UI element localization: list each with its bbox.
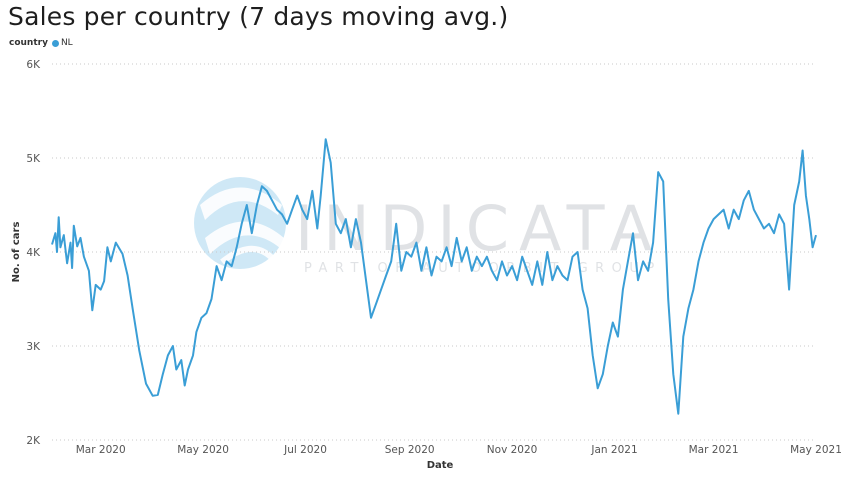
y-tick-label: 4K [26, 247, 41, 259]
chart-title: Sales per country (7 days moving avg.) [8, 2, 509, 31]
x-tick-label: Mar 2021 [689, 444, 739, 456]
x-axis-ticks: Mar 2020 May 2020 Jul 2020 Sep 2020 Nov 2020… [76, 444, 842, 456]
x-tick-label: May 2020 [177, 444, 229, 456]
gridlines [52, 63, 816, 441]
y-axis-ticks: 2K 3K 4K 5K 6K [26, 59, 41, 447]
watermark-brand-text: INDICATA [295, 192, 662, 265]
x-tick-label: Jan 2021 [590, 444, 637, 456]
x-tick-label: Jul 2020 [283, 444, 327, 456]
legend[interactable]: country NL [9, 38, 73, 48]
y-tick-label: 3K [26, 341, 41, 353]
legend-title: country [9, 38, 48, 48]
x-tick-label: Mar 2020 [76, 444, 126, 456]
x-tick-label: Nov 2020 [487, 444, 538, 456]
y-tick-label: 5K [26, 153, 41, 165]
legend-label-nl: NL [60, 38, 73, 48]
series-group [51, 138, 817, 415]
x-tick-label: May 2021 [790, 444, 842, 456]
legend-marker-nl [51, 39, 59, 47]
y-tick-label: 6K [26, 59, 41, 71]
watermark-tagline-text: PART OF AUTOORBIT GROUP [304, 261, 662, 276]
y-axis-label: No. of cars [11, 222, 22, 283]
y-tick-label: 2K [26, 435, 41, 447]
watermark-globe-icon [194, 177, 286, 269]
x-tick-label: Sep 2020 [385, 444, 435, 456]
series-line-nl[interactable] [51, 138, 817, 415]
x-axis-label: Date [427, 460, 454, 471]
